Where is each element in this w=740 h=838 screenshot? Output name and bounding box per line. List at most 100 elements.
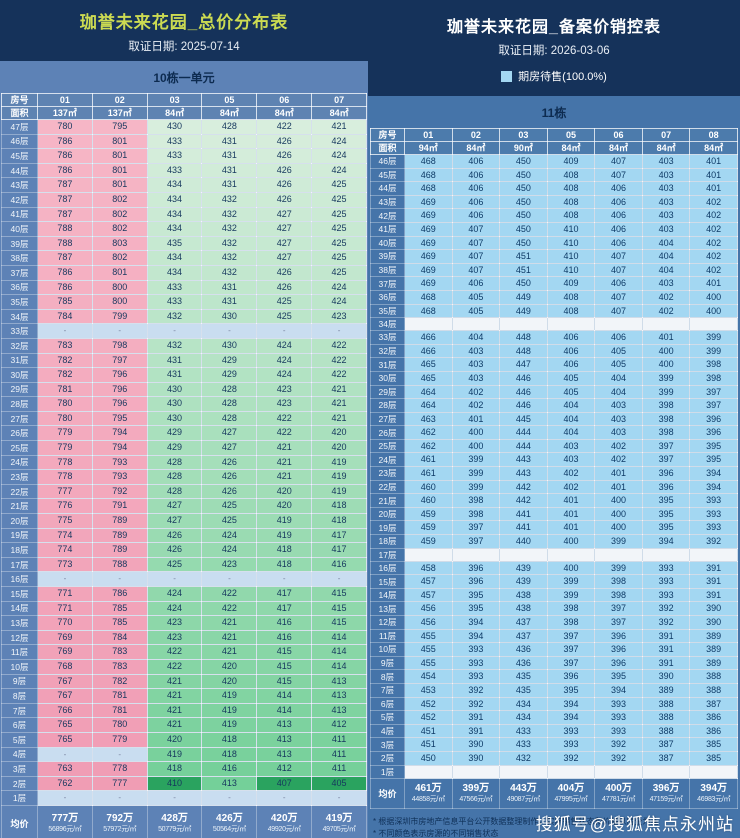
price-cell: 462 <box>404 425 453 440</box>
price-cell: 461 <box>404 466 453 481</box>
price-cell: 406 <box>594 235 643 251</box>
price-cell: 406 <box>594 330 643 345</box>
table-row: 3层 763 778 418 416 412 411 <box>1 761 367 777</box>
table-row: 25层 462 400 444 403 402 397 395 <box>370 438 738 454</box>
price-cell: 417 <box>256 600 313 617</box>
left-cert-date: 取证日期: 2025-07-14 <box>128 41 240 53</box>
floor-label: 27层 <box>370 411 405 427</box>
price-cell: 447 <box>499 357 548 372</box>
price-cell: 798 <box>91 337 148 354</box>
price-cell: 405 <box>546 370 596 386</box>
price-cell: 420 <box>201 658 258 675</box>
price-cell: 768 <box>37 658 93 675</box>
table-row: 34层 784 799 432 430 425 423 <box>1 308 367 325</box>
price-cell: 424 <box>311 294 367 310</box>
price-cell: 396 <box>689 425 738 440</box>
price-cell: 428 <box>146 483 203 500</box>
price-cell: 386 <box>689 710 738 725</box>
price-cell: 432 <box>201 221 258 237</box>
floor-label: 38层 <box>1 250 38 266</box>
price-cell: 424 <box>256 337 313 354</box>
price-cell: 783 <box>91 644 148 660</box>
floor-label: 17层 <box>370 547 405 562</box>
floor-label: 13层 <box>370 601 405 616</box>
price-cell: 414 <box>256 688 313 704</box>
floor-label: 13层 <box>1 615 38 631</box>
price-cell: 450 <box>499 181 548 196</box>
price-cell: 767 <box>37 688 93 704</box>
price-cell: 398 <box>641 398 691 413</box>
table-row: 21层 776 791 427 425 420 418 <box>1 498 367 515</box>
price-cell: 403 <box>641 167 691 183</box>
price-cell: 414 <box>311 629 367 646</box>
table-row: 17层 <box>370 547 738 562</box>
floor-label: 15层 <box>370 574 405 589</box>
floor-label: 12层 <box>1 629 38 646</box>
price-cell: 421 <box>146 688 203 704</box>
price-cell: 421 <box>311 410 367 427</box>
price-cell: 391 <box>641 628 691 644</box>
price-cell: 403 <box>641 208 691 223</box>
price-cell: 386 <box>689 723 738 739</box>
price-cell: 400 <box>689 303 738 319</box>
table-row: 18层 774 789 426 424 418 417 <box>1 542 367 558</box>
price-cell: 431 <box>201 162 258 179</box>
price-cell: 778 <box>91 761 148 777</box>
price-cell: 390 <box>451 737 501 752</box>
floor-label: 19层 <box>1 527 38 544</box>
price-cell: 802 <box>91 206 148 223</box>
table-row: 44层 468 406 450 408 406 403 401 <box>370 181 738 196</box>
price-cell: 417 <box>311 527 367 544</box>
floor-label: 11层 <box>1 644 38 660</box>
price-cell: 393 <box>451 642 501 657</box>
table-row: 32层 783 798 432 430 424 422 <box>1 337 367 354</box>
price-cell: 420 <box>311 425 367 442</box>
price-cell: 779 <box>91 731 148 748</box>
price-cell: 431 <box>146 367 203 383</box>
price-cell: 403 <box>546 452 596 468</box>
price-cell: 418 <box>311 498 367 515</box>
price-cell: 392 <box>451 682 501 698</box>
price-cell: 424 <box>201 542 258 558</box>
price-cell: 794 <box>91 440 148 456</box>
price-cell: 802 <box>91 250 148 266</box>
column-number: 06 <box>256 93 313 107</box>
price-cell: 769 <box>37 644 93 660</box>
price-cell: 398 <box>689 357 738 372</box>
price-cell: 464 <box>404 384 453 400</box>
price-cell: 410 <box>546 235 596 251</box>
price-cell: 385 <box>689 737 738 752</box>
table-row: 5层 452 391 434 394 393 388 386 <box>370 710 738 725</box>
price-cell: 426 <box>256 191 313 208</box>
price-cell: 784 <box>91 629 148 646</box>
price-cell: 405 <box>546 384 596 400</box>
price-cell: 391 <box>641 642 691 657</box>
price-cell: 391 <box>451 710 501 725</box>
price-cell: 419 <box>311 454 367 471</box>
price-cell: 413 <box>311 702 367 719</box>
price-cell: 418 <box>256 542 313 558</box>
price-cell: 396 <box>546 669 596 684</box>
price-cell: - <box>146 323 203 339</box>
column-number: 01 <box>37 93 93 107</box>
price-cell: 398 <box>641 425 691 440</box>
price-cell: 469 <box>404 194 453 210</box>
table-row: 16层 458 396 439 400 399 393 391 <box>370 560 738 576</box>
price-cell: 406 <box>451 276 501 291</box>
price-cell: 785 <box>91 600 148 617</box>
table-row: 32层 466 403 448 406 405 400 399 <box>370 343 738 359</box>
price-cell: 782 <box>91 673 148 690</box>
price-cell: 413 <box>311 688 367 704</box>
price-cell: 779 <box>37 425 93 442</box>
price-cell: 428 <box>146 454 203 471</box>
price-cell: 392 <box>689 534 738 549</box>
floor-label: 20层 <box>1 513 38 529</box>
price-cell: 402 <box>689 249 738 264</box>
floor-label: 46层 <box>370 154 405 169</box>
price-cell: 774 <box>37 527 93 544</box>
price-cell: - <box>256 323 313 339</box>
floor-label: 41层 <box>370 221 405 237</box>
price-cell: 421 <box>146 702 203 719</box>
price-cell: 393 <box>594 723 643 739</box>
